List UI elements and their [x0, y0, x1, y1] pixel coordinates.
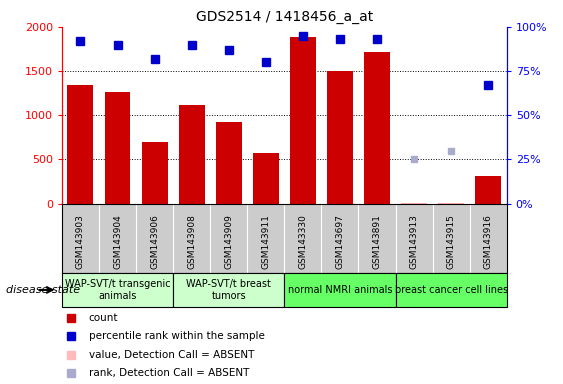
Bar	[253, 153, 279, 204]
Bar	[290, 36, 316, 204]
Text: breast cancer cell lines: breast cancer cell lines	[395, 285, 508, 295]
Text: rank, Detection Call = ABSENT: rank, Detection Call = ABSENT	[88, 368, 249, 378]
Bar	[178, 104, 204, 204]
Text: GSM143916: GSM143916	[484, 214, 493, 269]
Text: GSM143330: GSM143330	[298, 214, 307, 269]
Bar	[327, 71, 353, 204]
Text: WAP-SVT/t transgenic
animals: WAP-SVT/t transgenic animals	[65, 279, 171, 301]
Bar	[173, 273, 284, 307]
Text: GSM143913: GSM143913	[409, 214, 418, 269]
Text: GSM143697: GSM143697	[336, 214, 345, 269]
Text: value, Detection Call = ABSENT: value, Detection Call = ABSENT	[88, 349, 254, 360]
Bar	[216, 122, 242, 204]
Bar	[438, 203, 464, 204]
Text: count: count	[88, 313, 118, 323]
Title: GDS2514 / 1418456_a_at: GDS2514 / 1418456_a_at	[196, 10, 373, 25]
Text: GSM143909: GSM143909	[224, 214, 233, 269]
Bar	[68, 85, 93, 204]
Text: normal NMRI animals: normal NMRI animals	[288, 285, 392, 295]
Text: GSM143891: GSM143891	[373, 214, 382, 269]
Text: GSM143911: GSM143911	[261, 214, 270, 269]
Text: disease state: disease state	[6, 285, 80, 295]
Bar	[401, 203, 427, 204]
Bar	[395, 273, 507, 307]
Bar	[105, 92, 131, 204]
Text: GSM143908: GSM143908	[187, 214, 196, 269]
Bar	[62, 273, 173, 307]
Text: percentile rank within the sample: percentile rank within the sample	[88, 331, 265, 341]
Bar	[475, 176, 501, 204]
Bar	[142, 142, 168, 204]
Bar	[284, 273, 395, 307]
Text: GSM143904: GSM143904	[113, 214, 122, 269]
Text: GSM143903: GSM143903	[76, 214, 85, 269]
Text: GSM143915: GSM143915	[446, 214, 455, 269]
Text: WAP-SVT/t breast
tumors: WAP-SVT/t breast tumors	[186, 279, 271, 301]
Text: GSM143906: GSM143906	[150, 214, 159, 269]
Bar	[364, 53, 390, 204]
